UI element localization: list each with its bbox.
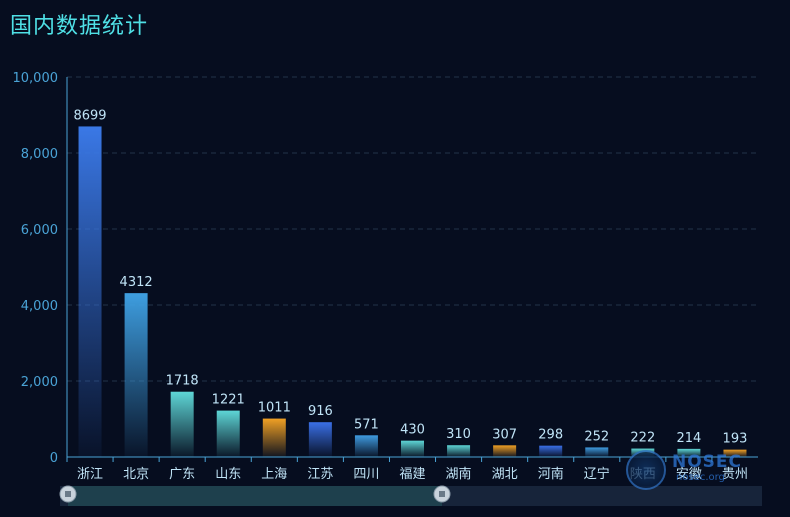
x-tick-label: 上海 (261, 467, 287, 482)
nosec-watermark: NOSEC nosec.org (626, 450, 741, 494)
bar-value-label: 222 (630, 431, 655, 446)
bar[interactable] (170, 391, 194, 457)
y-tick-label: 2,000 (21, 375, 58, 390)
datazoom-selection[interactable] (68, 486, 442, 506)
bar[interactable] (262, 418, 286, 457)
x-tick-label: 江苏 (307, 466, 333, 482)
y-tick-label: 0 (50, 451, 58, 466)
watermark-sub: nosec.org (676, 472, 725, 483)
bar[interactable] (401, 440, 424, 457)
x-tick-label: 湖北 (492, 467, 518, 482)
bar-value-label: 571 (354, 417, 379, 432)
bar-value-label: 4312 (120, 275, 153, 290)
y-tick-label: 10,000 (13, 71, 59, 86)
bar-value-label: 307 (492, 427, 517, 442)
watermark-text: NOSEC (672, 452, 743, 472)
bar-value-label: 214 (676, 431, 701, 446)
bar[interactable] (677, 448, 701, 457)
x-tick-label: 广东 (169, 467, 195, 482)
bar-value-label: 298 (538, 428, 563, 443)
bar[interactable] (78, 126, 102, 458)
bar[interactable] (723, 449, 747, 457)
bar[interactable] (354, 435, 378, 457)
bar[interactable] (308, 422, 332, 457)
x-tick-label: 安徽 (676, 467, 702, 482)
bar-value-label: 252 (584, 429, 609, 444)
y-tick-label: 8,000 (21, 147, 58, 162)
bar[interactable] (493, 445, 517, 457)
bar[interactable] (447, 445, 471, 457)
y-tick-label: 4,000 (21, 299, 58, 314)
page-title: 国内数据统计 (10, 14, 149, 39)
bar-value-label: 310 (446, 427, 471, 442)
x-tick-label: 北京 (123, 467, 149, 482)
datazoom-slider (59, 485, 762, 506)
handle-grip-icon (439, 491, 445, 497)
bar[interactable] (539, 445, 563, 457)
x-tick-label: 浙江 (77, 467, 103, 482)
x-tick-label: 辽宁 (584, 466, 610, 482)
x-tick-label: 河南 (538, 466, 564, 482)
bar-value-label: 1718 (166, 374, 199, 389)
nosec-logo-icon (626, 450, 666, 490)
bar[interactable] (216, 410, 240, 457)
bar[interactable] (585, 447, 609, 457)
y-tick-label: 6,000 (21, 223, 58, 238)
bar-value-label: 193 (723, 432, 748, 447)
x-tick-label: 福建 (399, 467, 425, 482)
x-tick-label: 湖南 (446, 466, 472, 482)
bar-value-label: 1221 (212, 393, 245, 408)
bar-value-label: 430 (400, 423, 425, 438)
x-tick-label: 山东 (215, 467, 241, 482)
x-tick-label: 四川 (353, 467, 379, 482)
bar-value-label: 1011 (258, 401, 291, 416)
bars: 8699 4312 1718 1221 1011 916 571 430 310 307 298 25… (73, 108, 748, 458)
bar[interactable] (124, 293, 148, 457)
x-tick-label: 贵州 (722, 467, 748, 482)
bar-value-label: 8699 (73, 108, 106, 123)
handle-grip-icon (65, 491, 71, 497)
grid-lines (67, 76, 758, 382)
y-axis: 0 2,000 4,000 6,000 8,000 10,000 (13, 71, 68, 466)
bar-value-label: 916 (308, 404, 333, 419)
